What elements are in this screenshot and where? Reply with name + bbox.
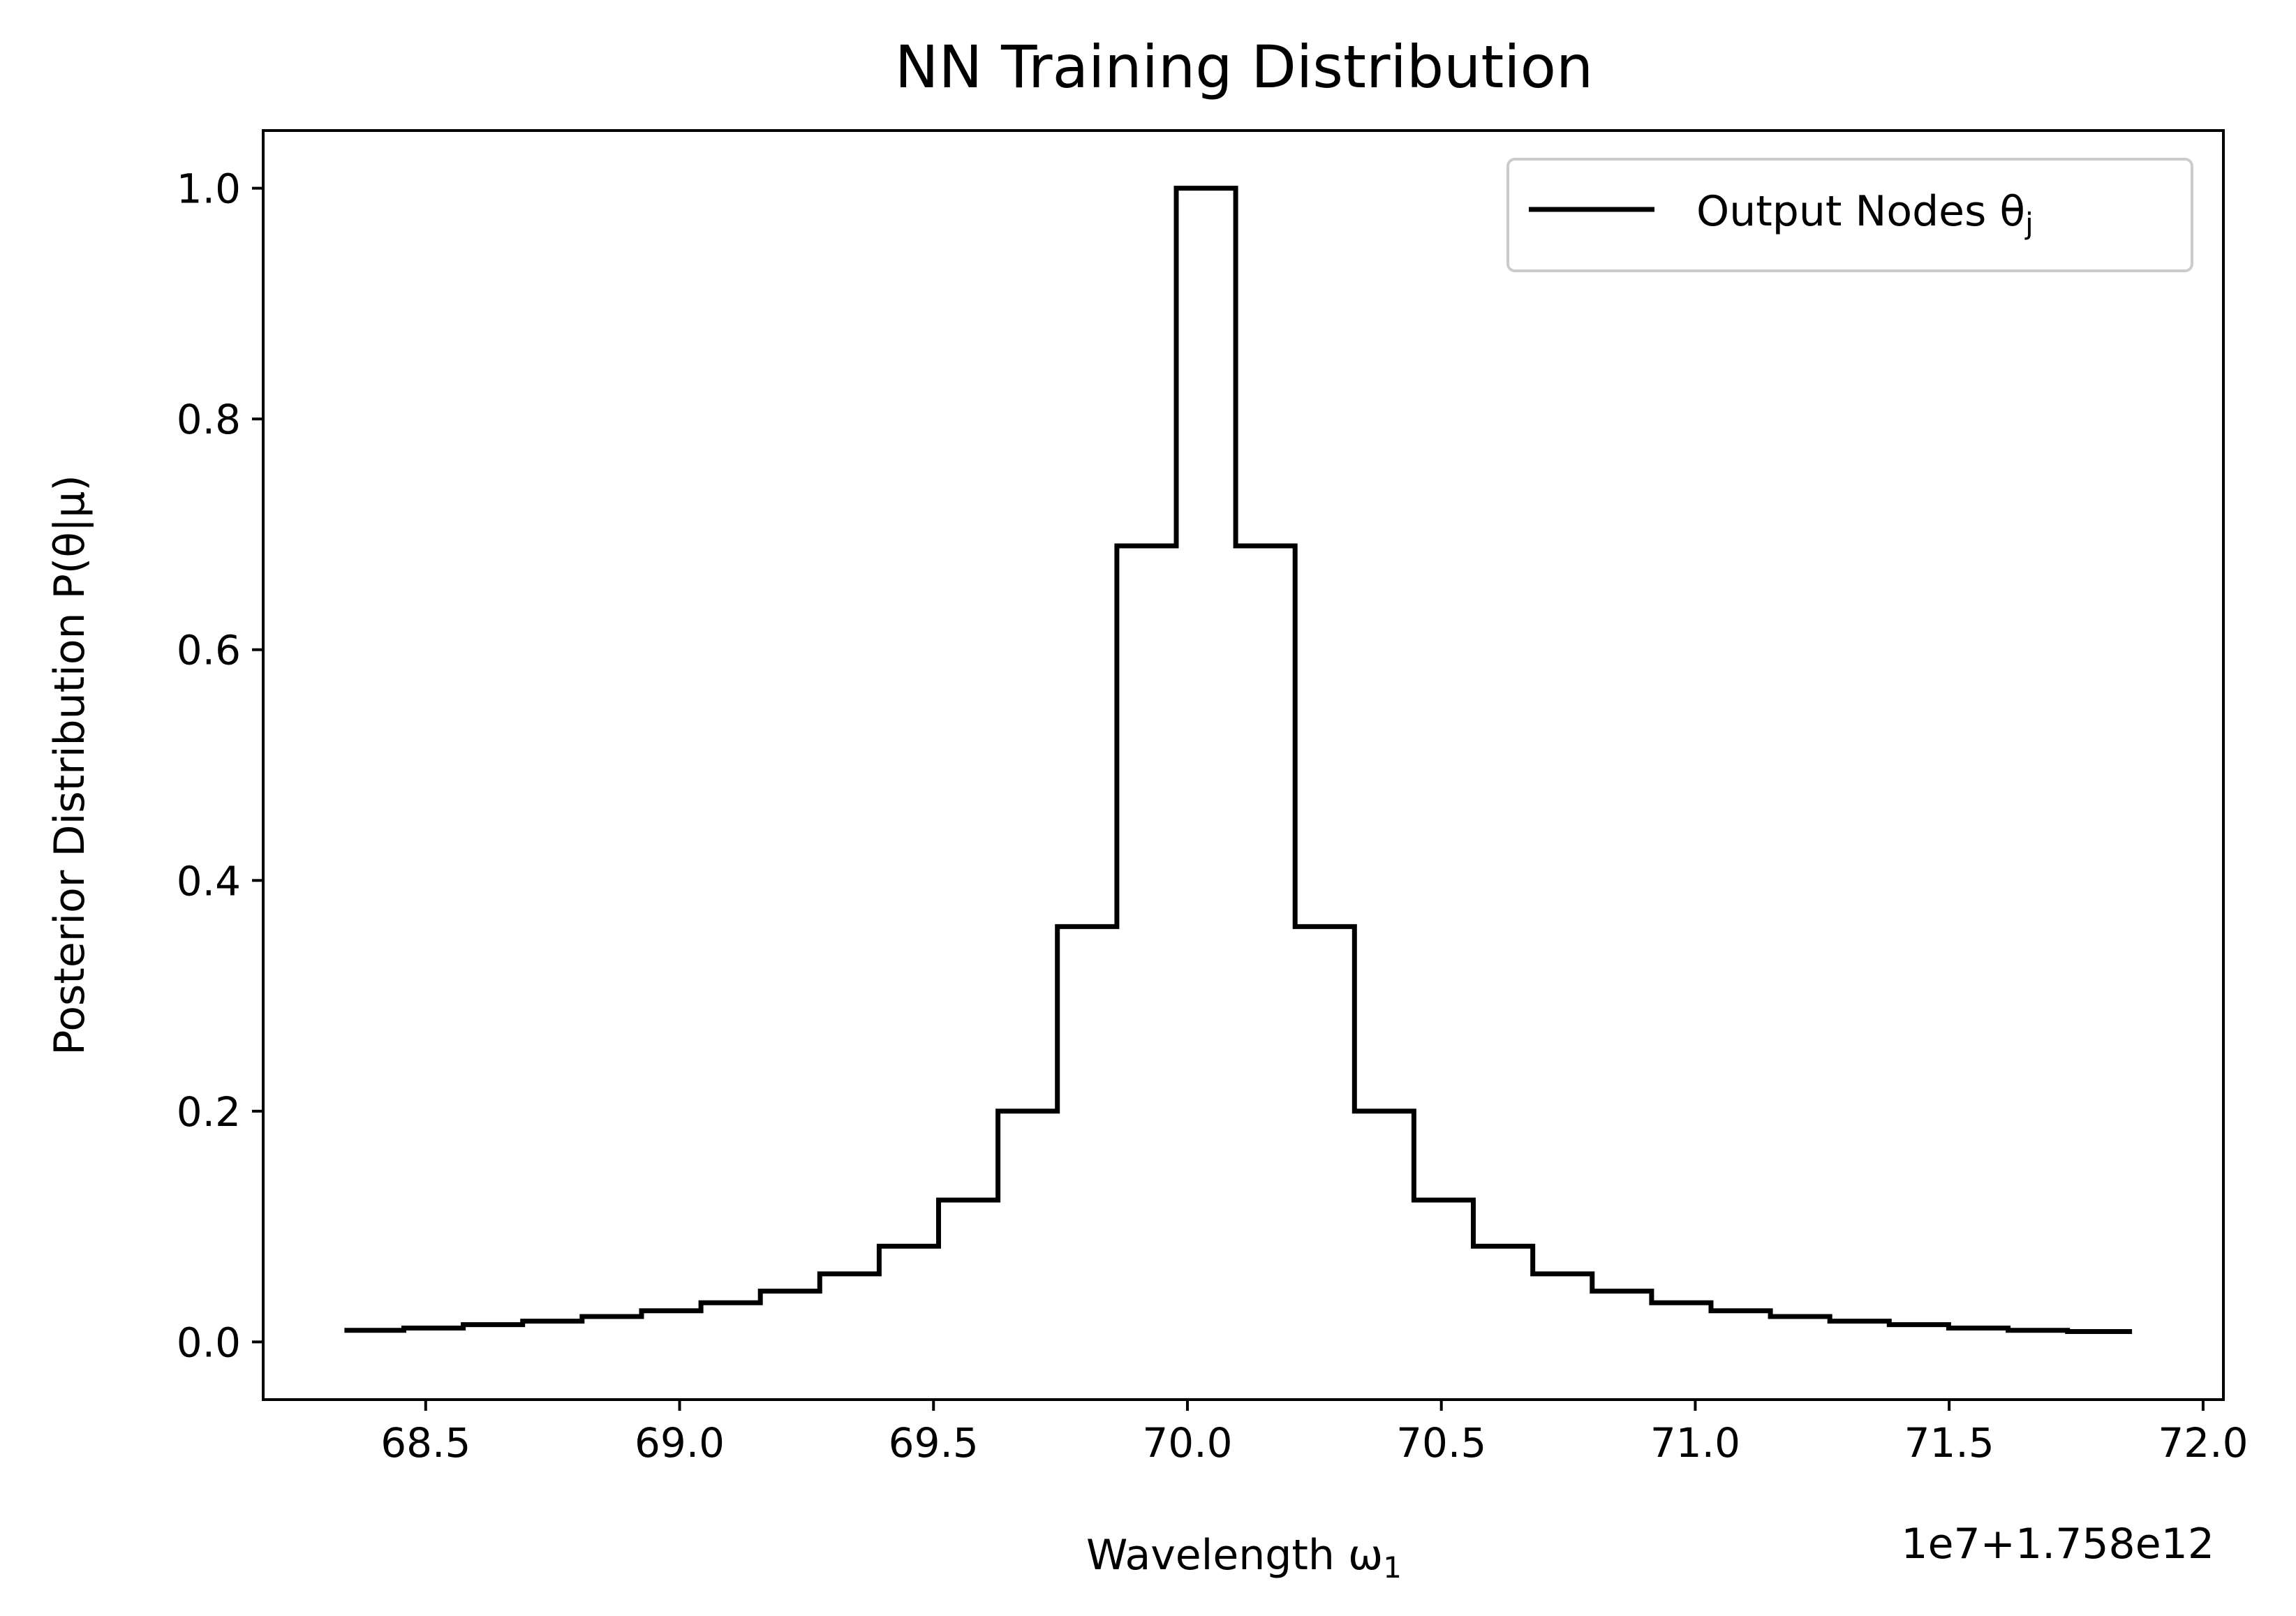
plot-frame [262, 129, 2225, 1401]
y-tick-label: 0.8 [177, 396, 241, 443]
x-tick-label: 69.0 [635, 1419, 725, 1467]
x-tick-label: 71.5 [1904, 1419, 1994, 1467]
x-tick-label: 69.5 [889, 1419, 979, 1467]
x-tick-label: 70.0 [1142, 1419, 1232, 1467]
x-axis-ticks: 68.5 69.0 69.5 70.0 70.5 71.0 71.5 72.0 [380, 1400, 2248, 1467]
legend-label: Output Nodes θj [1696, 187, 2034, 241]
legend: Output Nodes θj [1506, 158, 2193, 272]
legend-box [1506, 158, 2193, 272]
y-axis-ticks: 0.0 0.2 0.4 0.6 0.8 1.0 [177, 165, 263, 1366]
x-tick-label: 70.5 [1396, 1419, 1486, 1467]
x-tick-label: 72.0 [2158, 1419, 2248, 1467]
y-tick-label: 0.0 [177, 1319, 241, 1366]
x-axis-offset-label: 1e7+1.758e12 [1901, 1520, 2214, 1569]
y-tick-label: 1.0 [177, 165, 241, 213]
x-axis-label: Wavelength ω1 [1086, 1531, 1402, 1585]
x-tick-label: 68.5 [380, 1419, 471, 1467]
x-tick-label: 71.0 [1650, 1419, 1740, 1467]
plot-area [344, 186, 2133, 1334]
series-line-output-nodes [344, 186, 2133, 1334]
y-tick-label: 0.4 [177, 857, 241, 905]
y-axis-label: Posterior Distribution P(θ|μ) [45, 475, 94, 1055]
y-tick-label: 0.2 [177, 1088, 241, 1136]
y-tick-label: 0.6 [177, 627, 241, 674]
chart-title: NN Training Distribution [895, 33, 1594, 101]
